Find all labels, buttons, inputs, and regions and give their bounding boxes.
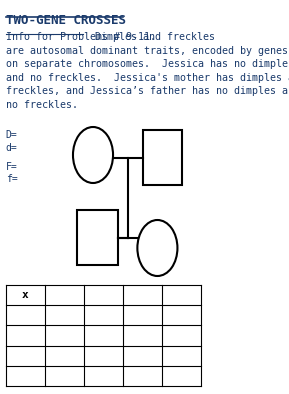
Text: TWO-GENE CROSSES: TWO-GENE CROSSES <box>6 14 126 27</box>
Text: Dimples and freckles: Dimples and freckles <box>83 32 215 42</box>
Text: F=: F= <box>6 162 17 172</box>
Text: x: x <box>22 290 29 300</box>
Bar <box>143 130 182 185</box>
Text: are autosomal dominant traits, encoded by genes: are autosomal dominant traits, encoded b… <box>6 45 288 56</box>
Text: d=: d= <box>6 143 17 153</box>
Bar <box>77 210 118 265</box>
Text: Info for Problems # 9-11.: Info for Problems # 9-11. <box>6 32 156 42</box>
Text: f=: f= <box>6 174 17 184</box>
Text: freckles, and Jessica’s father has no dimples and: freckles, and Jessica’s father has no di… <box>6 86 289 96</box>
Text: and no freckles.  Jessica's mother has dimples and: and no freckles. Jessica's mother has di… <box>6 72 289 82</box>
Text: D=: D= <box>6 130 17 140</box>
Text: on separate chromosomes.  Jessica has no dimples: on separate chromosomes. Jessica has no … <box>6 59 289 69</box>
Text: no freckles.: no freckles. <box>6 100 78 110</box>
